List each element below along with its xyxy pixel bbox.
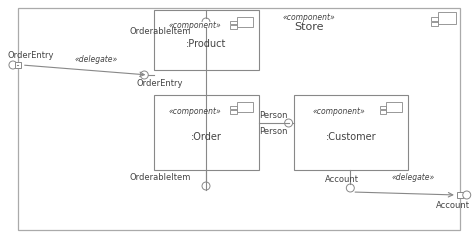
Circle shape — [346, 184, 354, 192]
Text: «component»: «component» — [312, 106, 365, 115]
Bar — [15, 62, 21, 68]
Bar — [457, 192, 463, 198]
Bar — [230, 25, 237, 29]
Bar — [230, 106, 237, 109]
Bar — [431, 16, 438, 21]
Text: «delegate»: «delegate» — [74, 55, 118, 65]
Bar — [154, 10, 259, 70]
Circle shape — [9, 61, 17, 69]
Circle shape — [463, 191, 471, 199]
Circle shape — [202, 182, 210, 190]
Text: OrderEntry: OrderEntry — [137, 78, 183, 88]
Circle shape — [284, 119, 292, 127]
Bar — [431, 22, 438, 25]
Bar — [154, 95, 259, 170]
Text: «component»: «component» — [282, 14, 335, 23]
Bar — [386, 102, 402, 112]
Bar — [237, 17, 253, 27]
Bar — [293, 95, 408, 170]
Text: Store: Store — [294, 22, 323, 32]
Text: Account: Account — [326, 175, 359, 184]
Text: :Customer: :Customer — [326, 131, 376, 142]
Bar — [380, 106, 386, 109]
Bar — [237, 102, 253, 112]
Text: :Order: :Order — [191, 131, 222, 142]
Circle shape — [140, 71, 148, 79]
Text: OrderEntry: OrderEntry — [8, 51, 55, 60]
Text: «delegate»: «delegate» — [392, 174, 435, 182]
Bar — [380, 110, 386, 114]
Text: Account: Account — [436, 201, 470, 210]
Text: Person: Person — [259, 111, 288, 120]
Text: Person: Person — [259, 127, 288, 136]
Text: OrderableItem: OrderableItem — [129, 174, 191, 182]
Text: :Product: :Product — [186, 39, 227, 49]
Text: «component»: «component» — [168, 106, 221, 115]
Bar — [230, 21, 237, 24]
Bar — [230, 110, 237, 114]
Bar — [438, 12, 456, 24]
Text: «component»: «component» — [168, 22, 221, 30]
Text: OrderableItem: OrderableItem — [129, 28, 191, 37]
